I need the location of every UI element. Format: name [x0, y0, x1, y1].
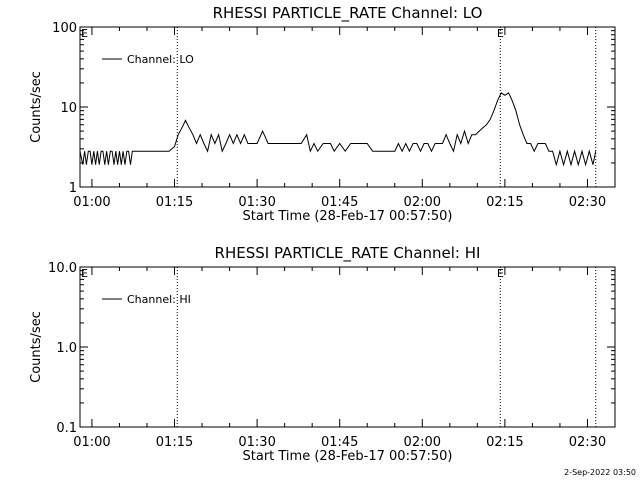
- hi-channel-panel: RHESSI PARTICLE_RATE Channel: HI 0.1 1.0 10…: [29, 244, 616, 464]
- x-tick-label: 01:45: [321, 435, 358, 450]
- y-tick-label: 10: [60, 101, 77, 116]
- chart-title: RHESSI PARTICLE_RATE Channel: HI: [215, 244, 481, 263]
- corner-flag-label: E: [81, 27, 88, 40]
- legend-entry: Channel: LO: [127, 53, 194, 66]
- y-axis-label: Counts/sec: [29, 311, 44, 383]
- y-tick-label: 1: [69, 181, 77, 196]
- legend-entry: Channel: HI: [127, 293, 191, 306]
- chart-title: RHESSI PARTICLE_RATE Channel: LO: [213, 4, 483, 23]
- plot-frame: [79, 26, 616, 188]
- x-tick-label: 02:30: [569, 195, 606, 210]
- x-tick-label: 01:45: [321, 195, 358, 210]
- x-tick-label: 02:00: [404, 195, 441, 210]
- plot-frame: [79, 266, 616, 428]
- x-axis-label: Start Time (28-Feb-17 00:57:50): [243, 449, 453, 464]
- legend: Channel: LO: [102, 53, 194, 66]
- y-tick-label: 0.1: [56, 421, 77, 436]
- x-tick-label: 01:00: [73, 195, 110, 210]
- x-tick-label: 01:15: [156, 435, 193, 450]
- x-tick-label: 02:00: [404, 435, 441, 450]
- corner-flag-label: E: [81, 267, 88, 280]
- x-tick-label: 01:30: [238, 435, 275, 450]
- legend: Channel: HI: [102, 293, 191, 306]
- y-tick-label: 100: [52, 21, 77, 36]
- x-tick-label: 01:00: [73, 435, 110, 450]
- y-tick-label: 1.0: [56, 341, 77, 356]
- x-tick-label: 02:15: [486, 195, 523, 210]
- series-line: [79, 92, 597, 167]
- footer-timestamp: 2-Sep-2022 03:50: [564, 468, 636, 477]
- x-tick-label: 02:15: [486, 435, 523, 450]
- y-tick-label: 10.0: [48, 261, 77, 276]
- flag-marker-label: E: [497, 267, 504, 280]
- x-tick-label: 01:30: [238, 195, 275, 210]
- flag-marker-label: E: [497, 27, 504, 40]
- x-axis-label: Start Time (28-Feb-17 00:57:50): [243, 209, 453, 224]
- x-tick-label: 02:30: [569, 435, 606, 450]
- y-axis-label: Counts/sec: [29, 71, 44, 143]
- x-tick-label: 01:15: [156, 195, 193, 210]
- lo-channel-panel: RHESSI PARTICLE_RATE Channel: LO 1 10 100 Co…: [29, 4, 616, 224]
